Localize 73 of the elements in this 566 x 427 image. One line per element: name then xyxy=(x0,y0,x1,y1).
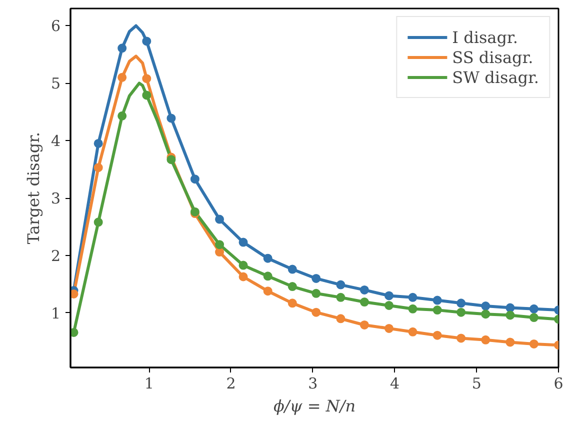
point xyxy=(288,298,297,308)
point xyxy=(336,292,346,302)
point xyxy=(142,90,152,100)
point xyxy=(408,327,418,336)
point xyxy=(312,288,321,298)
point xyxy=(481,335,490,344)
y-tick-label: 1 xyxy=(50,304,61,322)
point xyxy=(408,304,418,314)
point xyxy=(384,300,394,310)
point xyxy=(336,314,346,324)
y-tick-label: 2 xyxy=(50,246,61,265)
y-tick-label: 3 xyxy=(50,190,61,208)
x-tick-label: 3 xyxy=(308,374,318,392)
point xyxy=(215,240,224,250)
point xyxy=(360,320,369,330)
point xyxy=(263,272,272,281)
point xyxy=(166,155,176,164)
point xyxy=(142,36,152,46)
y-axis-title: Target disagr. xyxy=(24,132,43,244)
x-tick-label: 1 xyxy=(144,374,154,392)
x-tick-label: 6 xyxy=(554,374,564,392)
point xyxy=(481,302,490,311)
point xyxy=(238,272,248,282)
point xyxy=(506,338,515,347)
point xyxy=(215,214,224,224)
point xyxy=(529,304,538,314)
point xyxy=(263,254,272,263)
point xyxy=(263,286,272,296)
point xyxy=(118,72,127,82)
x-tick-label: 4 xyxy=(390,374,400,392)
x-tick-label: 2 xyxy=(226,374,236,392)
point xyxy=(94,163,103,172)
point xyxy=(432,306,442,315)
point xyxy=(312,274,321,283)
legend-label: I disagr. xyxy=(452,28,518,46)
point xyxy=(118,111,127,120)
point xyxy=(481,310,490,319)
point xyxy=(360,298,369,307)
point xyxy=(190,174,200,184)
point xyxy=(529,339,538,348)
point xyxy=(456,298,466,308)
point xyxy=(215,248,224,257)
point xyxy=(432,330,442,340)
point xyxy=(70,328,78,337)
point xyxy=(529,313,538,322)
x-tick-label: 5 xyxy=(472,374,482,392)
y-tick-label: 6 xyxy=(50,17,61,36)
point xyxy=(456,308,466,317)
y-tick-label: 5 xyxy=(50,74,61,93)
point xyxy=(142,74,152,84)
point xyxy=(384,291,394,300)
point xyxy=(408,292,418,302)
point xyxy=(506,303,515,312)
point xyxy=(288,282,297,291)
point xyxy=(94,138,103,148)
point xyxy=(70,289,78,298)
point xyxy=(384,324,394,333)
legend-label: SS disagr. xyxy=(452,48,534,66)
y-tick-label: 4 xyxy=(50,132,61,150)
point xyxy=(238,238,248,247)
legend-label: SW disagr. xyxy=(452,68,539,86)
point xyxy=(506,310,515,320)
point xyxy=(94,218,103,227)
point xyxy=(360,285,369,294)
point xyxy=(312,308,321,317)
point xyxy=(456,334,466,343)
point xyxy=(336,280,346,290)
point xyxy=(166,114,176,123)
point xyxy=(238,260,248,270)
x-axis-title: ϕ/ψ = N/n xyxy=(273,396,356,416)
point xyxy=(118,44,127,53)
point xyxy=(288,264,297,274)
point xyxy=(432,296,442,305)
